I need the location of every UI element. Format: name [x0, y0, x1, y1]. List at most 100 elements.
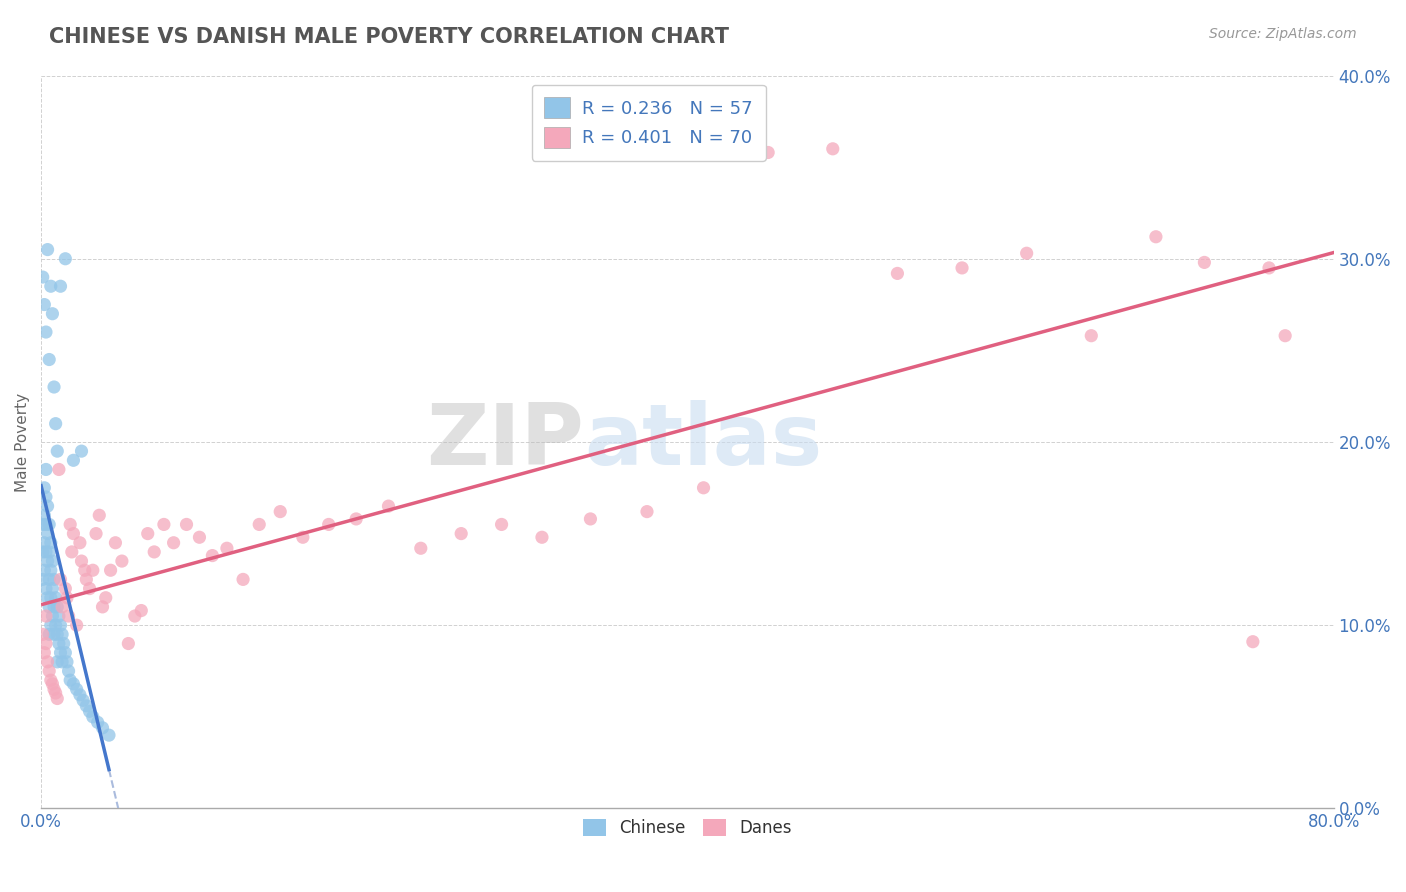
Point	[31, 517, 53, 532]
Point	[84, 526, 107, 541]
Point	[38, 599, 60, 614]
Point	[48, 609, 70, 624]
Point	[59, 673, 82, 688]
Point	[232, 573, 254, 587]
Point	[82, 563, 104, 577]
Point	[35, 517, 58, 532]
Point	[37, 499, 59, 513]
Point	[318, 517, 340, 532]
Point	[1241, 634, 1264, 648]
Point	[46, 691, 69, 706]
Point	[98, 728, 121, 742]
Point	[377, 499, 399, 513]
Point	[344, 512, 367, 526]
Text: Source: ZipAtlas.com: Source: ZipAtlas.com	[1209, 27, 1357, 41]
Point	[38, 352, 60, 367]
Point	[53, 646, 76, 660]
Point	[143, 545, 166, 559]
Point	[49, 573, 72, 587]
Point	[45, 686, 67, 700]
Point	[530, 530, 553, 544]
Point	[69, 535, 91, 549]
Point	[86, 715, 108, 730]
Point	[41, 609, 63, 624]
Point	[39, 563, 62, 577]
Point	[91, 599, 114, 614]
Point	[692, 481, 714, 495]
Point	[34, 481, 56, 495]
Point	[53, 582, 76, 596]
Point	[450, 526, 472, 541]
Point	[39, 618, 62, 632]
Point	[51, 655, 73, 669]
Point	[35, 490, 58, 504]
Point	[38, 664, 60, 678]
Point	[37, 655, 59, 669]
Point	[117, 636, 139, 650]
Point	[31, 545, 53, 559]
Point	[1144, 229, 1167, 244]
Point	[111, 554, 134, 568]
Point	[35, 609, 58, 624]
Point	[56, 591, 79, 605]
Point	[53, 252, 76, 266]
Point	[100, 563, 122, 577]
Point	[886, 267, 908, 281]
Point	[821, 142, 844, 156]
Point	[39, 591, 62, 605]
Point	[756, 145, 779, 160]
Point	[247, 517, 270, 532]
Point	[31, 270, 53, 285]
Point	[950, 260, 973, 275]
Point	[579, 512, 602, 526]
Point	[104, 535, 127, 549]
Point	[91, 721, 114, 735]
Point	[46, 627, 69, 641]
Point	[79, 582, 101, 596]
Point	[75, 573, 97, 587]
Point	[37, 243, 59, 257]
Point	[42, 380, 65, 394]
Point	[176, 517, 198, 532]
Point	[75, 698, 97, 713]
Point	[35, 462, 58, 476]
Point	[34, 297, 56, 311]
Point	[45, 618, 67, 632]
Point	[39, 535, 62, 549]
Point	[1274, 328, 1296, 343]
Point	[46, 444, 69, 458]
Point	[41, 677, 63, 691]
Point	[35, 582, 58, 596]
Point	[42, 627, 65, 641]
Point	[41, 582, 63, 596]
Point	[37, 554, 59, 568]
Point	[60, 545, 83, 559]
Point	[59, 517, 82, 532]
Point	[56, 655, 79, 669]
Point	[69, 688, 91, 702]
Point	[34, 646, 56, 660]
Point	[34, 508, 56, 523]
Point	[52, 636, 75, 650]
Point	[49, 279, 72, 293]
Point	[66, 682, 89, 697]
Point	[37, 591, 59, 605]
Point	[35, 545, 58, 559]
Point	[1080, 328, 1102, 343]
Legend: Chinese, Danes: Chinese, Danes	[576, 813, 799, 844]
Point	[73, 563, 96, 577]
Point	[35, 636, 58, 650]
Point	[215, 541, 238, 556]
Y-axis label: Male Poverty: Male Poverty	[15, 392, 30, 491]
Point	[62, 526, 84, 541]
Point	[38, 627, 60, 641]
Point	[46, 599, 69, 614]
Point	[1194, 255, 1216, 269]
Text: CHINESE VS DANISH MALE POVERTY CORRELATION CHART: CHINESE VS DANISH MALE POVERTY CORRELATI…	[49, 27, 730, 46]
Point	[41, 554, 63, 568]
Point	[39, 673, 62, 688]
Point	[1015, 246, 1038, 260]
Point	[70, 554, 93, 568]
Point	[129, 603, 152, 617]
Point	[42, 599, 65, 614]
